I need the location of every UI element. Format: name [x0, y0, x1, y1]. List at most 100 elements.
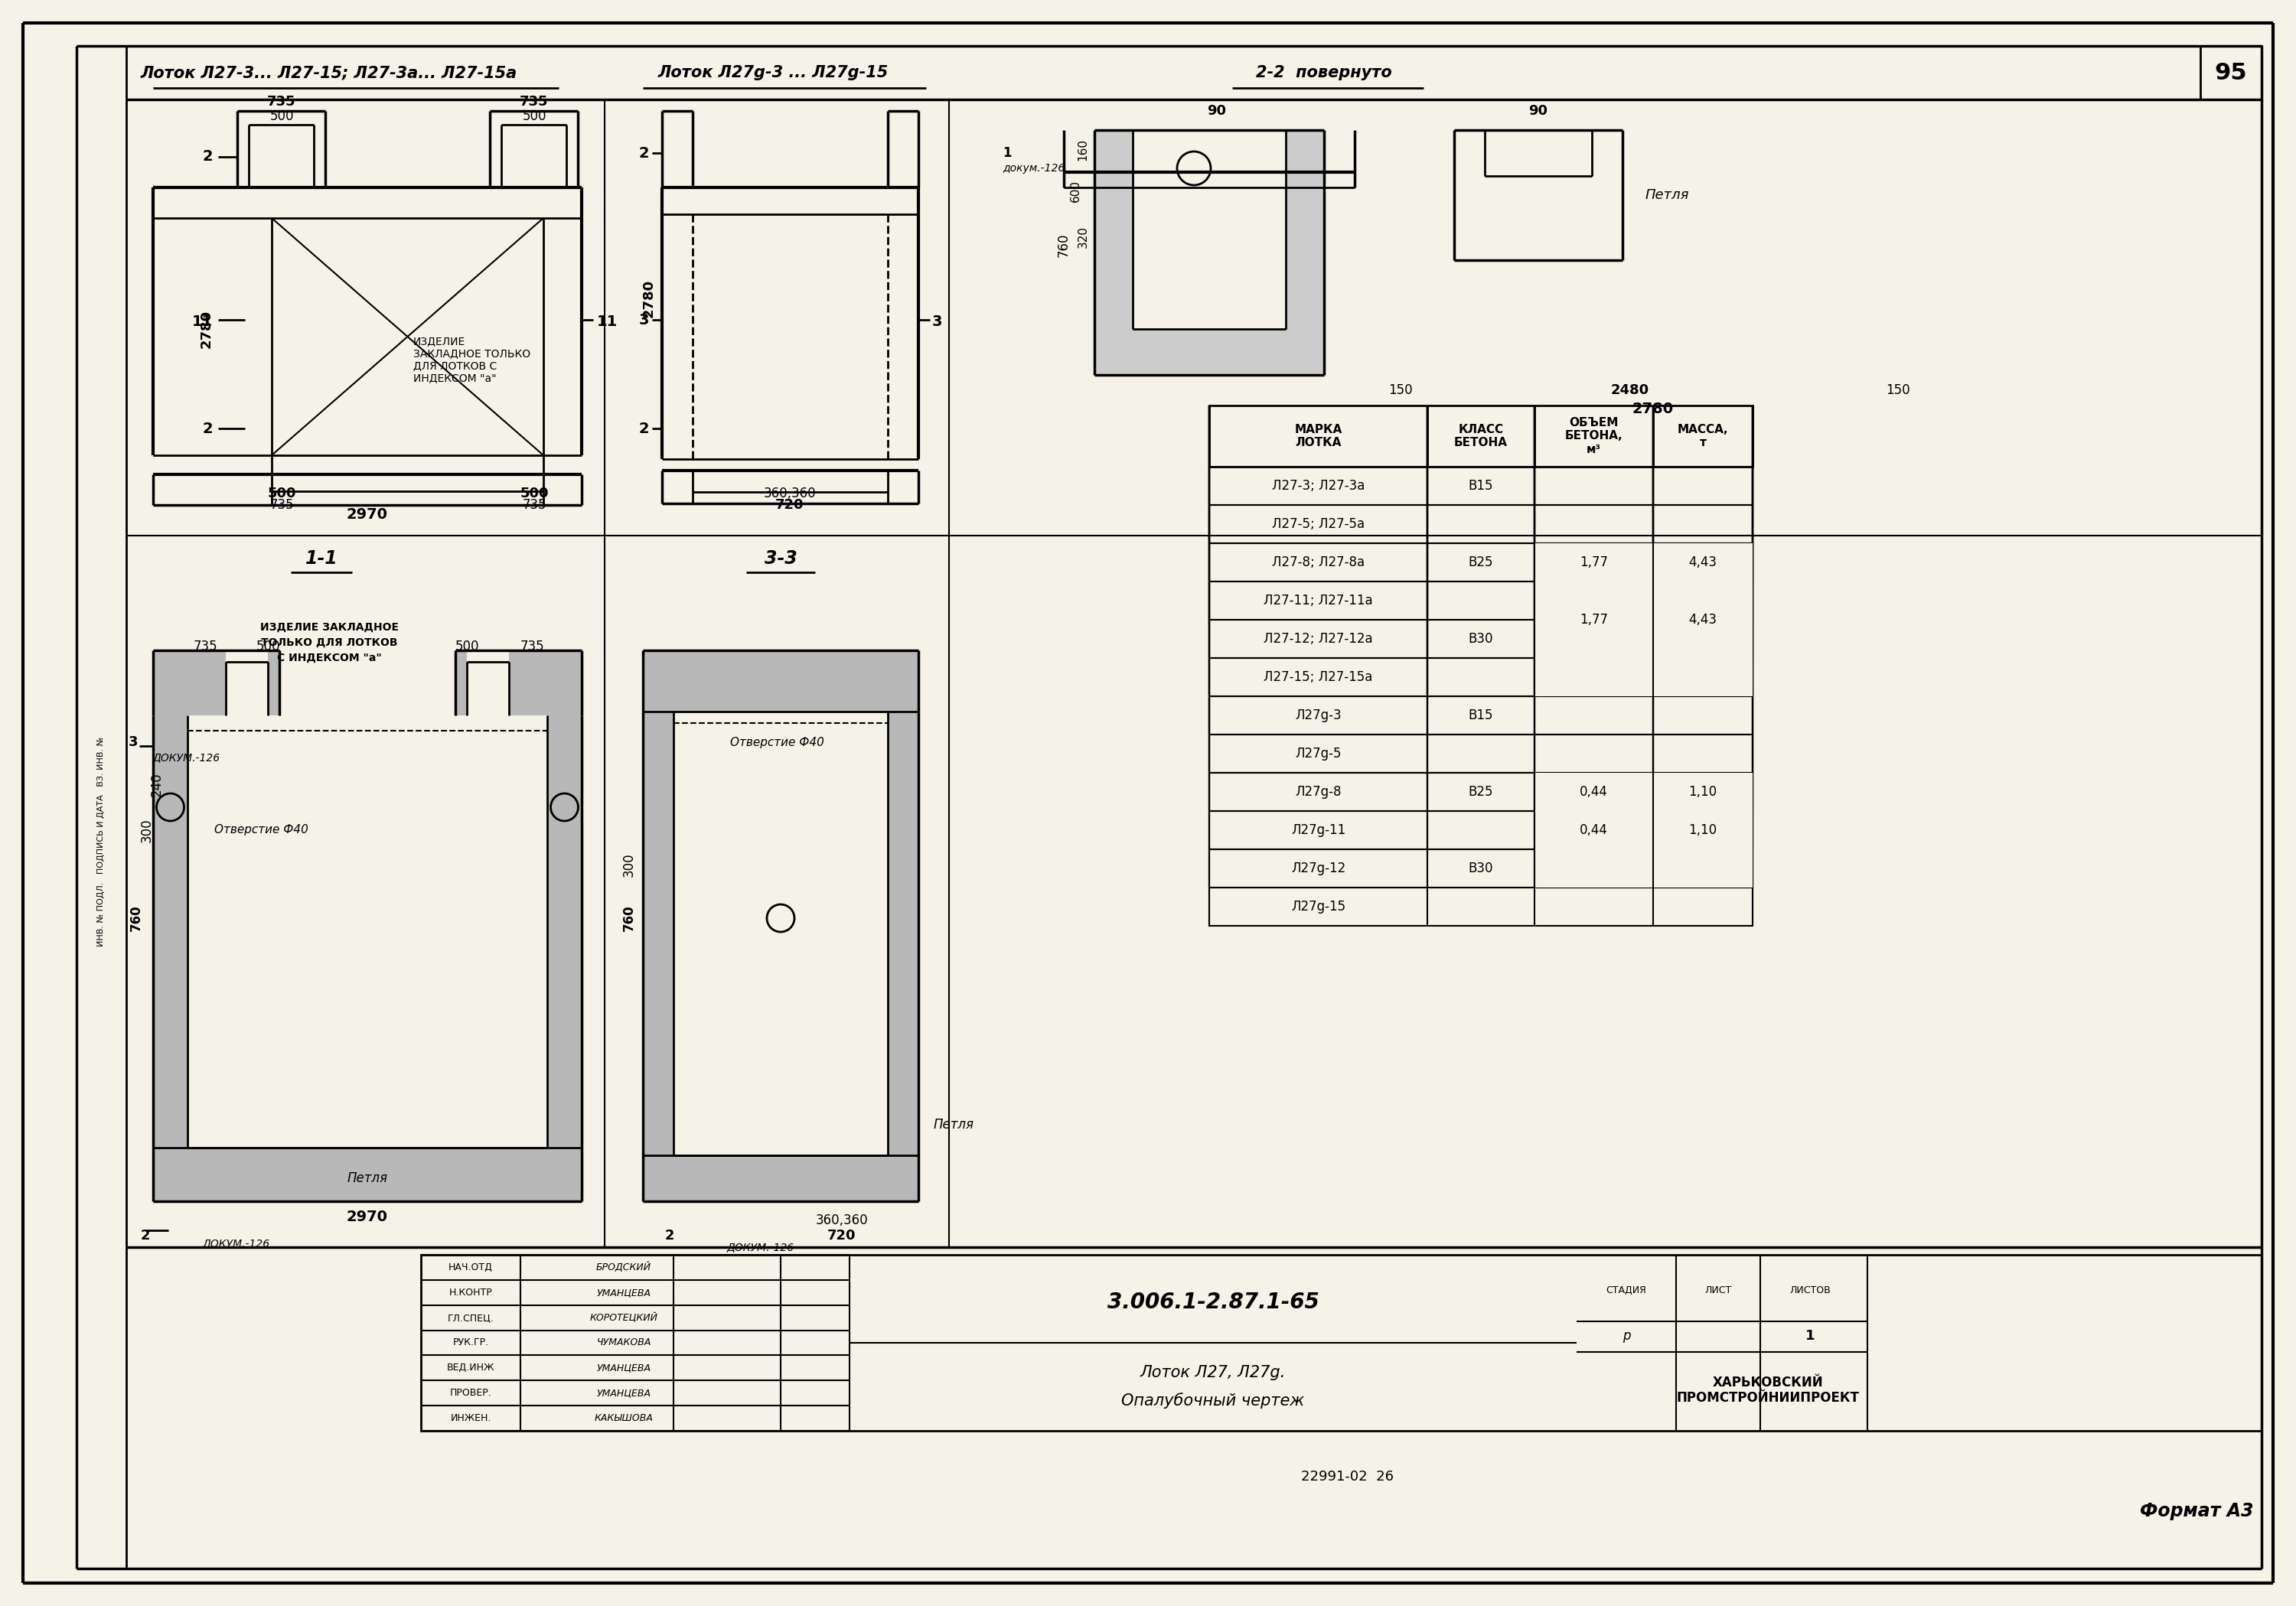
Text: 1-1: 1-1: [305, 549, 338, 569]
Text: 3-3: 3-3: [765, 549, 797, 569]
Text: В30: В30: [1469, 633, 1492, 646]
Text: 90: 90: [1529, 104, 1548, 117]
Text: 720: 720: [827, 1229, 856, 1243]
Text: РУК.ГР.: РУК.ГР.: [452, 1338, 489, 1347]
Bar: [643, 650, 918, 711]
Text: Л27-5; Л27-5а: Л27-5; Л27-5а: [1272, 517, 1364, 532]
Text: 760: 760: [622, 904, 636, 931]
Text: 735: 735: [266, 95, 296, 109]
Text: Петля: Петля: [1646, 188, 1690, 202]
Text: МАРКА
ЛОТКА: МАРКА ЛОТКА: [1295, 424, 1343, 448]
Text: 360,360: 360,360: [765, 487, 815, 501]
Bar: [154, 650, 225, 715]
Text: Опалубочный чертеж: Опалубочный чертеж: [1120, 1392, 1304, 1408]
Bar: [1210, 888, 1752, 925]
Bar: [1210, 658, 1752, 697]
Bar: [1095, 329, 1325, 374]
Bar: [1210, 772, 1752, 811]
Text: 2480: 2480: [1612, 384, 1649, 397]
Text: СТАДИЯ: СТАДИЯ: [1607, 1285, 1646, 1294]
Text: 300: 300: [622, 853, 636, 877]
Text: 2780: 2780: [1632, 402, 1674, 416]
Text: 760: 760: [129, 904, 142, 931]
Text: 500: 500: [455, 639, 480, 654]
Bar: [1534, 543, 1752, 697]
Text: Л27-11; Л27-11а: Л27-11; Л27-11а: [1263, 594, 1373, 607]
Text: 500: 500: [519, 487, 549, 501]
Text: 735: 735: [519, 95, 549, 109]
Bar: [889, 711, 918, 1201]
Bar: [1210, 581, 1752, 620]
Text: УМАНЦЕВА: УМАНЦЕВА: [597, 1363, 652, 1373]
Text: 4,43: 4,43: [1688, 613, 1717, 626]
Text: 1,10: 1,10: [1688, 824, 1717, 837]
Text: 1,77: 1,77: [1580, 556, 1607, 569]
Text: 2: 2: [140, 1229, 149, 1243]
Bar: [1210, 406, 1752, 467]
Text: ИНВ. № ПОДЛ.   ПОДПИСЬ И ДАТА   ВЗ. ИНВ. №: ИНВ. № ПОДЛ. ПОДПИСЬ И ДАТА ВЗ. ИНВ. №: [96, 737, 106, 946]
Text: ОБЪЕМ
БЕТОНА,
м³: ОБЪЕМ БЕТОНА, м³: [1566, 418, 1623, 454]
Text: НАЧ.ОТД: НАЧ.ОТД: [448, 1262, 494, 1272]
Text: ЛИСТОВ: ЛИСТОВ: [1789, 1285, 1830, 1294]
Text: 3.006.1-2.87.1-65: 3.006.1-2.87.1-65: [1107, 1291, 1318, 1314]
Bar: [455, 650, 466, 715]
Bar: [269, 650, 280, 715]
Text: 735: 735: [193, 639, 218, 654]
Bar: [1286, 130, 1325, 374]
Text: Л27-12; Л27-12а: Л27-12; Л27-12а: [1263, 633, 1373, 646]
Bar: [1210, 504, 1752, 543]
Text: 500: 500: [521, 109, 546, 124]
Text: р: р: [1623, 1328, 1630, 1343]
Bar: [1210, 697, 1752, 734]
Bar: [1210, 620, 1752, 658]
Text: 3: 3: [932, 315, 941, 329]
Text: МАССА,
т: МАССА, т: [1678, 424, 1729, 448]
Text: 2780: 2780: [200, 310, 214, 349]
Text: 95: 95: [2216, 61, 2248, 84]
Text: 160: 160: [1077, 138, 1088, 161]
Bar: [546, 715, 581, 1201]
Text: 4,43: 4,43: [1688, 556, 1717, 569]
Text: 320: 320: [1077, 226, 1088, 249]
Text: Л27-3; Л27-3а: Л27-3; Л27-3а: [1272, 479, 1364, 493]
Bar: [1210, 543, 1752, 581]
Text: ИНЖЕН.: ИНЖЕН.: [450, 1413, 491, 1423]
Text: 735: 735: [519, 639, 544, 654]
Text: БРОДСКИЙ: БРОДСКИЙ: [597, 1262, 652, 1272]
Text: ДОКУМ.-126: ДОКУМ.-126: [728, 1241, 794, 1253]
Text: ПРОВЕР.: ПРОВЕР.: [450, 1388, 491, 1399]
Text: 90: 90: [1208, 104, 1226, 117]
Text: В25: В25: [1469, 556, 1492, 569]
Bar: [643, 1155, 918, 1201]
Text: Л27-8; Л27-8а: Л27-8; Л27-8а: [1272, 556, 1364, 569]
Text: 1,10: 1,10: [1688, 785, 1717, 798]
Text: Н.КОНТР: Н.КОНТР: [450, 1288, 491, 1298]
Text: 300: 300: [140, 817, 154, 842]
Text: 2970: 2970: [347, 507, 388, 522]
Text: Петля: Петля: [347, 1171, 388, 1185]
Bar: [1210, 734, 1752, 772]
Text: 150: 150: [1885, 384, 1910, 397]
Text: 11: 11: [597, 315, 618, 329]
Text: ЛИСТ: ЛИСТ: [1704, 1285, 1731, 1294]
Text: 600: 600: [1070, 180, 1081, 202]
Text: 150: 150: [1389, 384, 1412, 397]
Text: КЛАСС
БЕТОНА: КЛАСС БЕТОНА: [1453, 424, 1508, 448]
Text: 500: 500: [269, 109, 294, 124]
Text: 3: 3: [129, 736, 138, 748]
Text: 2: 2: [638, 146, 650, 161]
Text: 0,44: 0,44: [1580, 785, 1607, 798]
Text: 2: 2: [202, 149, 214, 164]
Text: С ИНДЕКСОМ "а": С ИНДЕКСОМ "а": [278, 652, 381, 663]
Text: 720: 720: [776, 498, 804, 512]
Bar: [510, 650, 581, 715]
Text: Л27g-12: Л27g-12: [1290, 861, 1345, 875]
Text: ВЕД.ИНЖ: ВЕД.ИНЖ: [448, 1363, 494, 1373]
Text: В15: В15: [1469, 479, 1492, 493]
Text: 2970: 2970: [347, 1209, 388, 1224]
Text: Л27-15; Л27-15а: Л27-15; Л27-15а: [1263, 670, 1373, 684]
Text: ТОЛЬКО ДЛЯ ЛОТКОВ: ТОЛЬКО ДЛЯ ЛОТКОВ: [262, 638, 397, 649]
Text: Л27g-11: Л27g-11: [1290, 824, 1345, 837]
Text: 760: 760: [1056, 233, 1070, 257]
Text: В25: В25: [1469, 785, 1492, 798]
